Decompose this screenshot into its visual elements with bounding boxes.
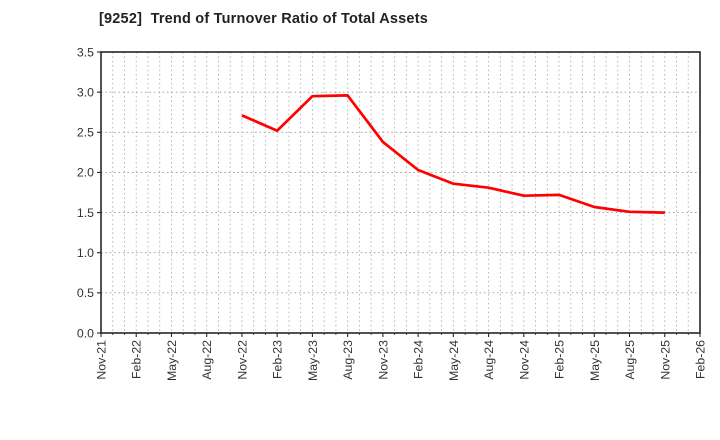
- y-tick-label: 2.5: [77, 126, 94, 140]
- x-tick-label: Feb-25: [553, 340, 567, 379]
- x-tick-label: Nov-24: [517, 340, 531, 380]
- y-tick-label: 0.0: [77, 326, 94, 340]
- y-tick-label: 3.0: [77, 85, 94, 99]
- y-tick-label: 1.5: [77, 206, 94, 220]
- y-tick-label: 0.5: [77, 286, 94, 300]
- x-tick-label: Nov-21: [95, 340, 109, 380]
- y-tick-label: 3.5: [77, 45, 94, 59]
- x-tick-label: Aug-24: [482, 340, 496, 380]
- x-tick-label: Feb-22: [130, 340, 144, 379]
- x-tick-label: Nov-22: [235, 340, 249, 380]
- chart-title: [9252] Trend of Turnover Ratio of Total …: [99, 11, 428, 27]
- x-tick-label: May-25: [588, 340, 602, 381]
- x-tick-label: Feb-24: [412, 340, 426, 379]
- y-tick-label: 1.0: [77, 246, 94, 260]
- x-tick-label: Aug-25: [623, 340, 637, 380]
- x-tick-label: May-23: [306, 340, 320, 381]
- x-tick-label: May-22: [165, 340, 179, 381]
- x-tick-label: Feb-26: [694, 340, 708, 379]
- x-tick-label: Aug-23: [341, 340, 355, 380]
- x-tick-label: Aug-22: [200, 340, 214, 380]
- x-tick-label: Nov-23: [376, 340, 390, 380]
- series-line: [241, 94, 665, 214]
- y-tick-label: 2.0: [77, 166, 94, 180]
- x-tick-label: May-24: [447, 340, 461, 381]
- x-tick-label: Feb-23: [271, 340, 285, 379]
- plot-border: [100, 51, 701, 334]
- x-tick-label: Nov-25: [658, 340, 672, 380]
